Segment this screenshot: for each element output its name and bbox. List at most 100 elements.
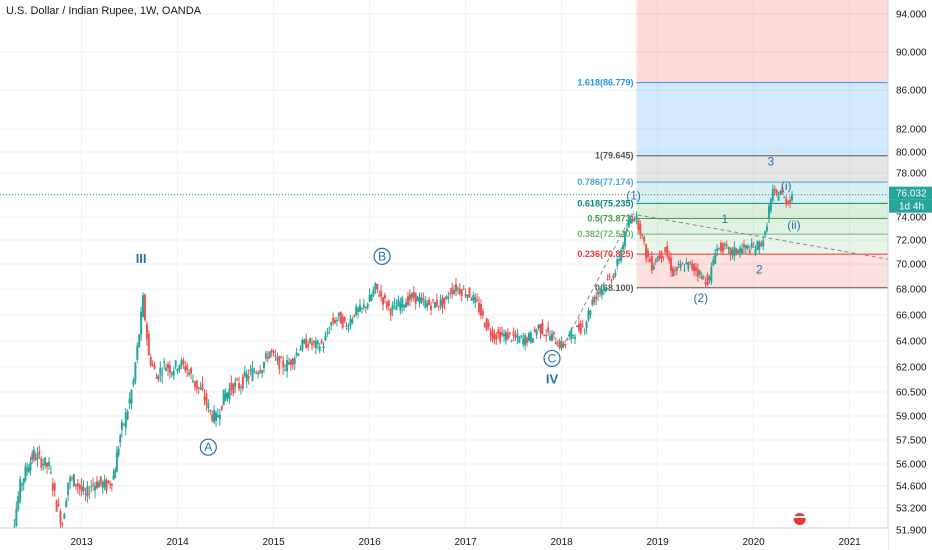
y-tick-label: 56.000 xyxy=(896,460,927,471)
candle-body xyxy=(199,388,202,390)
candle-body xyxy=(76,483,79,487)
candle-body xyxy=(733,246,736,256)
candle-body xyxy=(575,325,578,328)
candle-body xyxy=(499,332,502,342)
candle-body xyxy=(180,360,183,366)
y-tick-label: 59.000 xyxy=(896,412,927,423)
candle-body xyxy=(239,387,242,389)
candle-body xyxy=(437,305,440,307)
candle-body xyxy=(65,500,68,507)
candle-body xyxy=(564,344,567,346)
candle-body xyxy=(178,365,181,370)
candle-body xyxy=(483,323,486,328)
candle-body xyxy=(40,458,43,468)
candle-body xyxy=(36,453,39,460)
candle-body xyxy=(610,279,613,281)
candle-body xyxy=(752,246,755,248)
candle-body xyxy=(324,335,327,341)
candle-body xyxy=(247,376,250,379)
candle-body xyxy=(264,353,267,359)
candle-body xyxy=(301,340,304,350)
candle-body xyxy=(641,234,644,236)
candle-body xyxy=(53,483,56,491)
candle-body xyxy=(533,328,536,332)
y-tick-label: 66.000 xyxy=(896,311,927,322)
y-tick-label: 80.000 xyxy=(896,148,927,159)
candle-body xyxy=(349,319,352,327)
fib-level-label: 0.236(70.825) xyxy=(577,249,633,259)
candle-body xyxy=(487,322,490,327)
candle-body xyxy=(57,504,60,506)
candle-body xyxy=(136,345,139,360)
candle-body xyxy=(470,298,473,301)
candle-body xyxy=(49,472,52,474)
candle-body xyxy=(679,263,682,268)
candle-body xyxy=(266,356,269,360)
candle-body xyxy=(216,415,219,418)
candle-body xyxy=(71,477,73,479)
candle-body xyxy=(201,384,204,390)
candle-body xyxy=(608,276,611,278)
candle-body xyxy=(744,245,747,249)
candle-body xyxy=(114,470,117,478)
candle-body xyxy=(366,303,369,308)
candle-body xyxy=(165,367,168,371)
candle-body xyxy=(232,383,235,394)
candle-body xyxy=(691,263,694,269)
candle-body xyxy=(132,380,135,385)
candle-body xyxy=(383,295,386,299)
time-axis-bg xyxy=(0,528,888,550)
candle-body xyxy=(785,198,788,205)
candle-body xyxy=(126,411,129,420)
candle-body xyxy=(341,316,344,328)
candle-body xyxy=(209,410,212,412)
candle-body xyxy=(391,304,394,311)
event-flag-icon[interactable] xyxy=(793,513,806,525)
candle-body xyxy=(656,257,659,262)
candle-body xyxy=(618,258,621,262)
candle-body xyxy=(522,338,525,345)
candle-body xyxy=(455,283,457,292)
candle-body xyxy=(554,342,557,345)
candle-body xyxy=(245,373,248,382)
candle-body xyxy=(26,468,29,471)
candle-body xyxy=(228,388,231,399)
candle-body xyxy=(243,371,246,377)
candle-body xyxy=(291,358,294,366)
candle-body xyxy=(155,377,158,379)
candle-body xyxy=(99,476,102,484)
candle-body xyxy=(777,196,780,201)
candle-body xyxy=(625,229,628,231)
candle-body xyxy=(213,410,216,423)
candle-body xyxy=(215,412,217,421)
candle-body xyxy=(568,334,571,336)
candle-body xyxy=(376,284,379,290)
candle-body xyxy=(746,245,749,249)
candle-body xyxy=(702,276,705,278)
candle-body xyxy=(378,294,381,297)
candle-body xyxy=(268,351,271,358)
candle-body xyxy=(652,265,655,270)
x-tick-label: 2021 xyxy=(838,537,861,548)
candle-body xyxy=(574,336,577,339)
wave-label: III xyxy=(136,251,147,266)
candle-body xyxy=(629,218,632,223)
candle-body xyxy=(535,330,538,335)
candle-body xyxy=(63,514,66,519)
candle-body xyxy=(449,293,452,295)
candle-body xyxy=(668,256,671,261)
candle-body xyxy=(353,314,356,317)
y-tick-label: 70.000 xyxy=(896,260,927,271)
candle-body xyxy=(458,288,461,294)
y-tick-label: 60.500 xyxy=(896,388,927,399)
candle-body xyxy=(693,263,696,271)
candle-body xyxy=(787,201,790,204)
candle-body xyxy=(700,276,703,280)
candle-body xyxy=(149,357,152,366)
candle-body xyxy=(416,296,419,302)
candle-body xyxy=(74,484,77,486)
candle-body xyxy=(664,247,667,253)
candle-body xyxy=(756,241,759,250)
candle-body xyxy=(397,299,400,307)
